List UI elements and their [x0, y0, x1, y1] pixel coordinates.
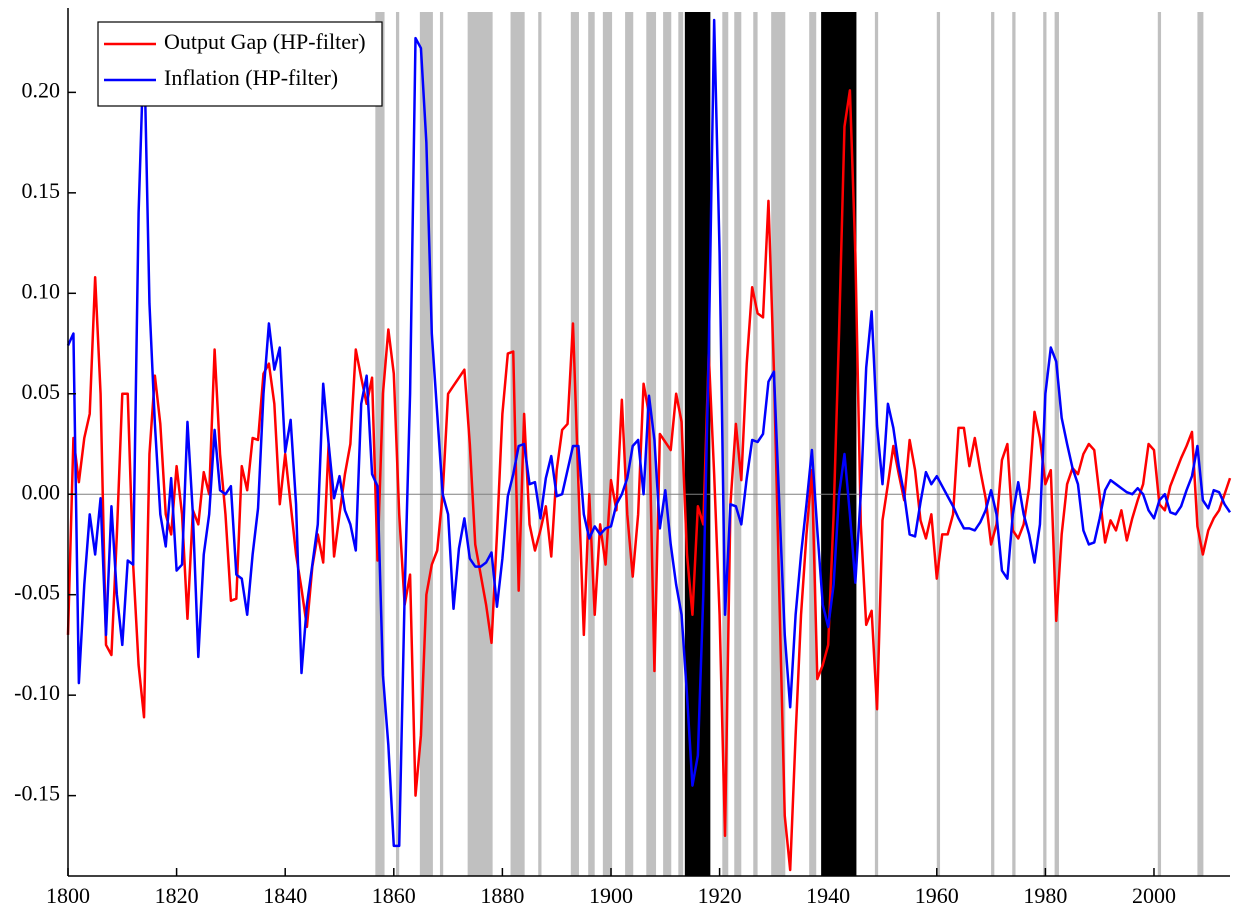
y-tick-label: 0.00: [22, 479, 61, 504]
legend: Output Gap (HP-filter) Inflation (HP-filt…: [97, 21, 383, 107]
shaded-period: [510, 12, 525, 876]
shaded-period: [874, 12, 879, 876]
shaded-period: [1197, 12, 1204, 876]
y-tick-label: 0.15: [22, 178, 61, 203]
y-tick-label: -0.15: [14, 781, 60, 806]
x-tick-label: 1980: [1023, 883, 1067, 908]
x-tick-label: 2000: [1132, 883, 1176, 908]
shaded-period: [467, 12, 493, 876]
shaded-period: [809, 12, 817, 876]
legend-box: [97, 21, 383, 107]
shaded-period: [991, 12, 995, 876]
y-tick-label: 0.20: [22, 77, 61, 102]
x-tick-label: 1940: [806, 883, 850, 908]
axes: -0.15 -0.10 -0.05 0.00 0.05 0.10 0.15 0.20 1800 1…: [14, 8, 1230, 908]
shaded-period: [588, 12, 595, 876]
shaded-period: [538, 12, 542, 876]
shaded-period: [570, 12, 579, 876]
shaded-period: [439, 12, 444, 876]
y-tick-label: 0.10: [22, 278, 61, 303]
x-tick-label: 1900: [589, 883, 633, 908]
x-tick-label: 1880: [480, 883, 524, 908]
shaded-period: [1043, 12, 1047, 876]
shaded-period: [375, 12, 385, 876]
shaded-period: [722, 12, 729, 876]
shaded-period: [1054, 12, 1059, 876]
shaded-period: [1012, 12, 1016, 876]
series-lines: [66, 18, 1232, 872]
shaded-period: [646, 12, 657, 876]
shaded-period: [1157, 12, 1162, 876]
x-tick-label: 1800: [46, 883, 90, 908]
x-tick-label: 1860: [372, 883, 416, 908]
x-tick-label: 1820: [155, 883, 199, 908]
x-tick-label: 1920: [698, 883, 742, 908]
shaded-periods: [375, 12, 1204, 876]
legend-label: Output Gap (HP-filter): [164, 29, 366, 54]
shaded-period: [821, 12, 857, 876]
y-tick-label: -0.05: [14, 580, 60, 605]
y-tick-label: 0.05: [22, 379, 61, 404]
x-tick-label: 1840: [263, 883, 307, 908]
shaded-period: [753, 12, 758, 876]
shaded-period: [602, 12, 613, 876]
shaded-period: [936, 12, 941, 876]
legend-label: Inflation (HP-filter): [164, 65, 338, 90]
x-tick-label: 1960: [915, 883, 959, 908]
series-line: [66, 18, 1232, 848]
shaded-period: [625, 12, 634, 876]
shaded-period: [678, 12, 684, 876]
y-tick-label: -0.10: [14, 680, 60, 705]
